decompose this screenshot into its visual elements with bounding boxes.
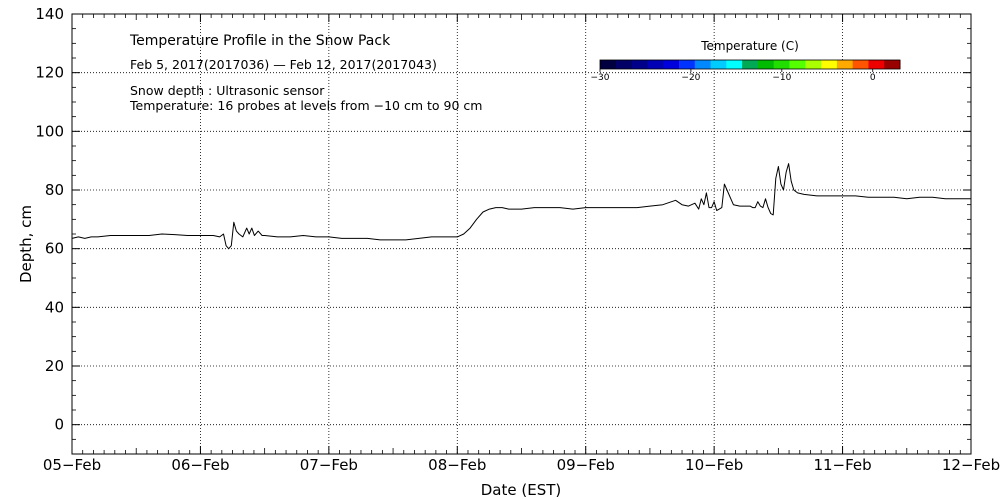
y-tick-label: 20 bbox=[45, 357, 64, 375]
colorbar-frame bbox=[599, 59, 901, 70]
y-tick-label: 60 bbox=[45, 240, 64, 258]
colorbar-segment bbox=[678, 60, 696, 69]
colorbar-segment bbox=[757, 60, 775, 69]
snow-depth-line bbox=[71, 163, 971, 250]
colorbar-segment bbox=[710, 60, 727, 69]
y-tick-label: 40 bbox=[45, 298, 64, 316]
colorbar-segment bbox=[742, 60, 759, 69]
y-tick-label: 100 bbox=[35, 122, 64, 140]
chart-title: Temperature Profile in the Snow Pack bbox=[129, 33, 391, 49]
x-tick-label: 12−Feb bbox=[942, 456, 1000, 474]
x-axis-label: Date (EST) bbox=[481, 481, 562, 499]
colorbar-segment bbox=[694, 60, 712, 69]
colorbar-segment bbox=[836, 60, 854, 69]
series-layer bbox=[71, 163, 971, 250]
plot-frame bbox=[71, 13, 972, 455]
colorbar-tick-label: 0 bbox=[870, 73, 876, 83]
colorbar-segment bbox=[884, 60, 901, 69]
colorbar-segment bbox=[726, 60, 743, 69]
x-tick-label: 07−Feb bbox=[300, 456, 358, 474]
grid bbox=[72, 14, 971, 454]
colorbar-segment bbox=[631, 60, 648, 69]
colorbar-segment bbox=[868, 60, 885, 69]
x-tick-label: 09−Feb bbox=[557, 456, 615, 474]
colorbar-segment bbox=[773, 60, 790, 69]
chart-subtitle: Feb 5, 2017(2017036) — Feb 12, 2017(2017… bbox=[130, 57, 437, 72]
colorbar-segment bbox=[647, 60, 664, 69]
y-tick-label: 120 bbox=[35, 64, 64, 82]
colorbar-segments bbox=[600, 60, 901, 69]
colorbar-segment bbox=[805, 60, 822, 69]
colorbar-tick-label: −30 bbox=[591, 73, 610, 83]
note-snow-depth: Snow depth : Ultrasonic sensor bbox=[130, 83, 325, 98]
y-tick-label: 0 bbox=[54, 416, 64, 434]
colorbar-title: Temperature (C) bbox=[700, 39, 799, 53]
colorbar-tick-label: −20 bbox=[681, 73, 700, 83]
y-tick-labels: 0 20 40 60 80 100 120 140 bbox=[35, 5, 64, 434]
temperature-colorbar: Temperature (C) −30 −20 −10 0 bbox=[591, 39, 901, 83]
colorbar-tick-label: −10 bbox=[772, 73, 791, 83]
colorbar-segment bbox=[615, 60, 633, 69]
note-temperature: Temperature: 16 probes at levels from −1… bbox=[129, 98, 482, 113]
x-tick-label: 10−Feb bbox=[685, 456, 743, 474]
x-tick-label: 08−Feb bbox=[428, 456, 486, 474]
colorbar-segment bbox=[821, 60, 838, 69]
axis-ticks bbox=[71, 13, 972, 455]
colorbar-segment bbox=[663, 60, 680, 69]
y-tick-label: 140 bbox=[35, 5, 64, 23]
colorbar-segment bbox=[852, 60, 869, 69]
colorbar-segment bbox=[789, 60, 806, 69]
colorbar-labels: −30 −20 −10 0 bbox=[591, 69, 876, 83]
y-axis-label: Depth, cm bbox=[17, 205, 35, 283]
colorbar-segment bbox=[600, 60, 617, 69]
x-tick-label: 06−Feb bbox=[171, 456, 229, 474]
x-tick-labels: 05−Feb 06−Feb 07−Feb 08−Feb 09−Feb 10−Feb 11−F… bbox=[43, 456, 1000, 474]
y-tick-label: 80 bbox=[45, 181, 64, 199]
x-tick-label: 11−Feb bbox=[813, 456, 871, 474]
x-tick-label: 05−Feb bbox=[43, 456, 101, 474]
